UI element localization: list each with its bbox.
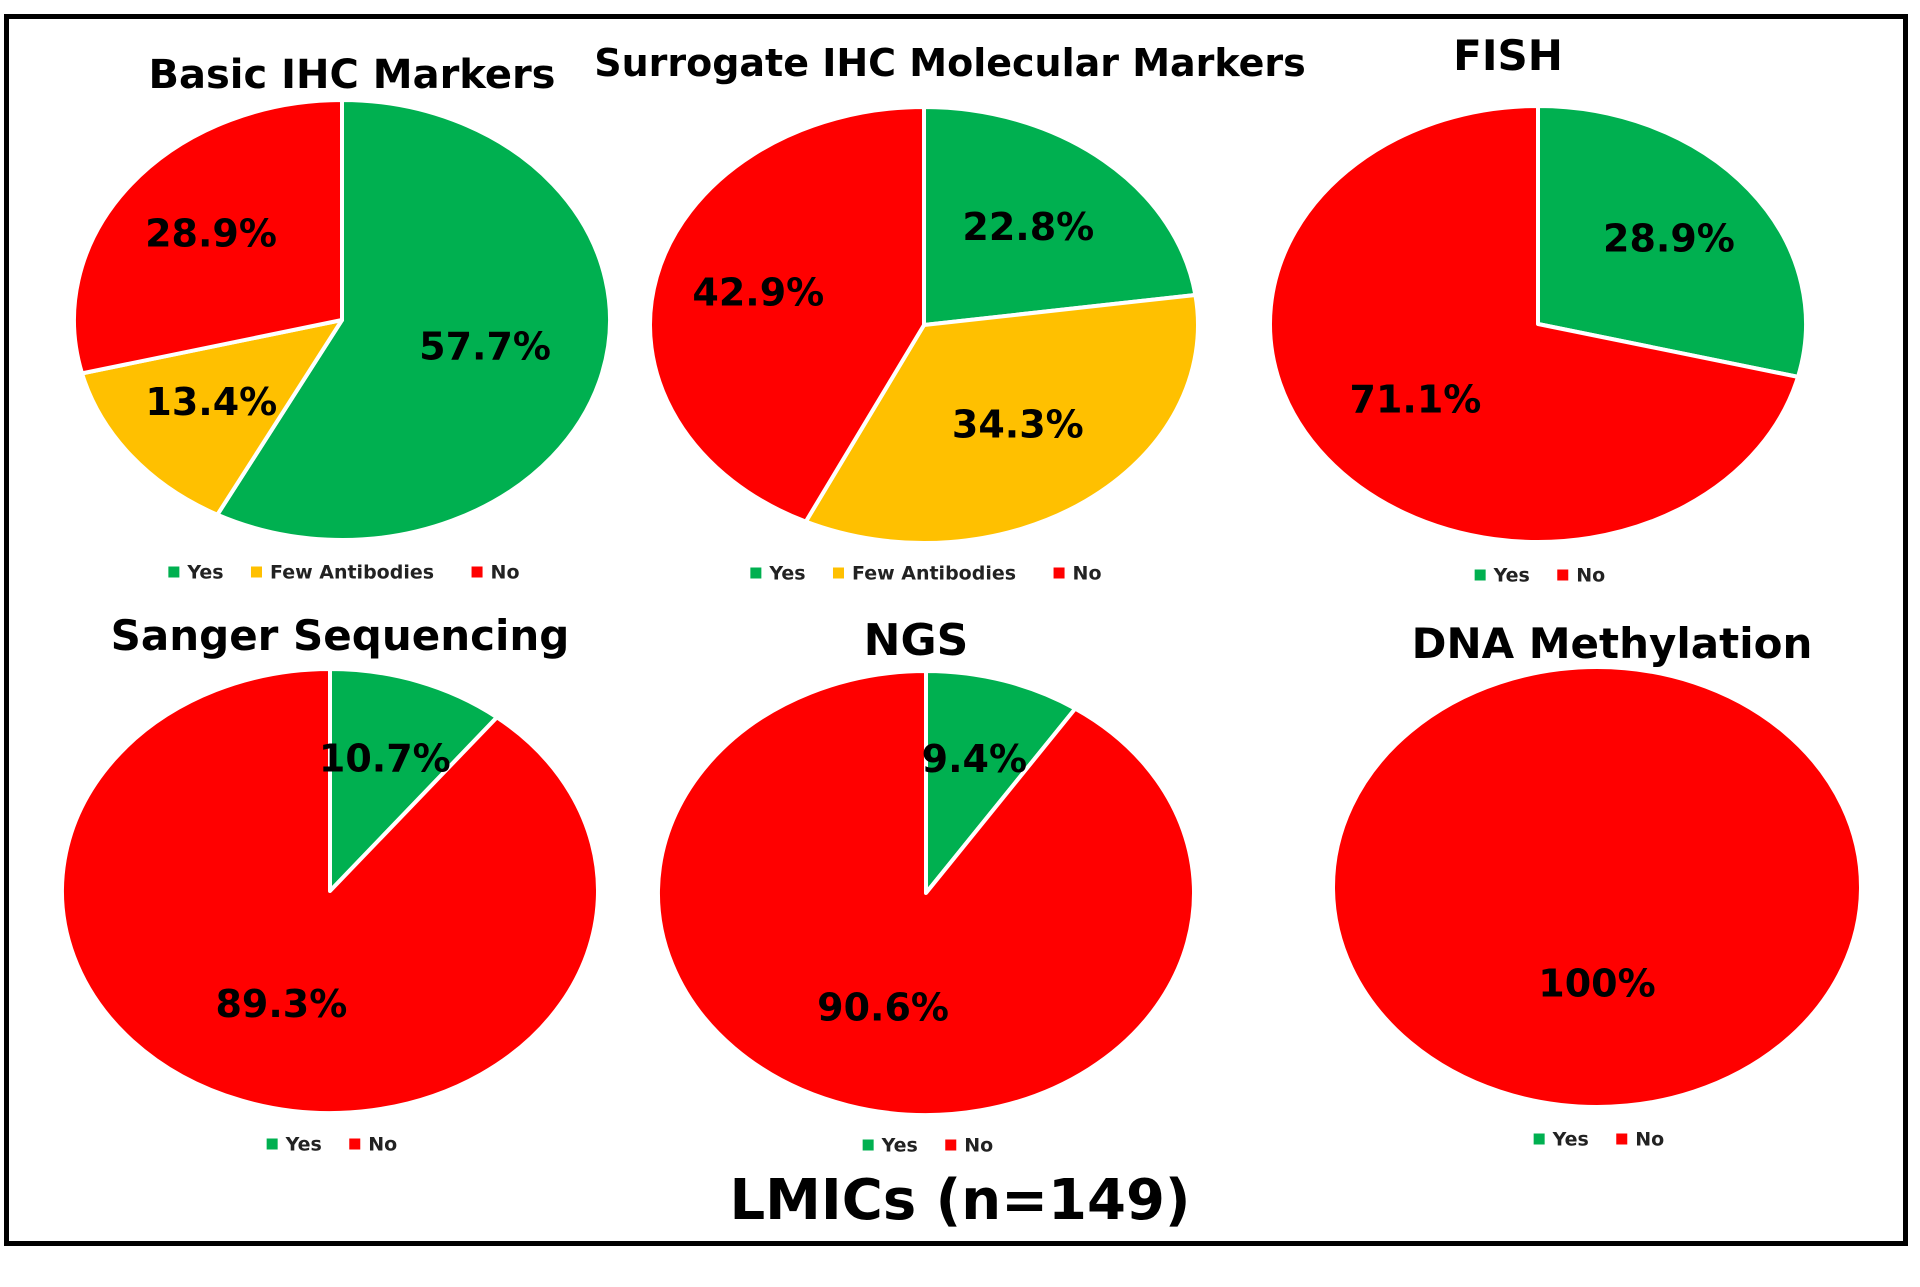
pie-slice-yes [922,105,1198,327]
legend-label-yes: Yes [285,1134,322,1156]
legend-swatch-yes [750,567,762,579]
chart-title: Sanger Sequencing [111,611,570,660]
pie-slice-yes [215,98,612,542]
pie-chart-basic-ihc-markers: 57.7% 13.4% 28.9% Basic IHC Markers Yes Few A… [72,52,612,584]
pie-slice-no [72,98,344,376]
legend-label-yes: Yes [881,1135,918,1157]
data-label-no: 71.1% [1350,377,1482,421]
legend-label-yes: Yes [768,563,805,585]
chart-title: Basic IHC Markers [149,52,556,98]
data-label-few-antibodies: 13.4% [145,380,277,424]
legend-label-yes: Yes [1493,565,1530,587]
data-label-no: 28.9% [145,212,277,256]
legend: Yes No [1474,565,1605,587]
legend-label-yes: Yes [186,562,223,584]
chart-title: DNA Methylation [1412,619,1813,668]
legend-swatch-few-antibodies [832,567,844,579]
data-label-yes: 10.7% [319,737,451,781]
pie-slice-few-antibodies [803,292,1200,545]
legend-label-no: No [964,1135,993,1157]
legend-swatch-no [1616,1133,1628,1145]
pie-chart-fish: 28.9% 71.1% FISH Yes No [1267,31,1808,587]
pie-slice-few-antibodies [80,318,344,517]
legend-swatch-no [1557,569,1569,581]
chart-title: Surrogate IHC Molecular Markers [594,41,1306,85]
figure-frame [4,14,1908,1246]
pie-slice-no [1267,104,1800,544]
pie-chart-dna-methylation: 100% DNA Methylation Yes No [1331,619,1863,1151]
data-label-no: 90.6% [817,985,949,1029]
pie-slice-yes [1536,104,1808,379]
data-label-yes: 22.8% [962,205,1094,249]
legend: Yes Few Antibodies No [750,563,1102,585]
data-label-yes: 9.4% [922,737,1027,781]
data-label-yes: 57.7% [419,324,551,368]
legend-label-no: No [491,562,520,584]
pie-slice-yes [924,669,1078,895]
legend: Yes No [1533,1129,1664,1151]
pie-chart-sanger-sequencing: 10.7% 89.3% Sanger Sequencing Yes No [60,611,600,1156]
legend-swatch-yes [862,1139,874,1151]
legend-swatch-few-antibodies [250,566,262,578]
pie-slice-yes [328,667,499,893]
legend: Yes No [862,1135,993,1157]
legend: Yes Few Antibodies No [168,562,520,584]
legend-label-no: No [1635,1129,1664,1151]
pie-slice-no [1331,665,1863,1109]
legend-label-no: No [1073,563,1102,585]
legend-swatch-yes [266,1138,278,1150]
legend-swatch-yes [1533,1133,1545,1145]
legend-label-few-antibodies: Few Antibodies [270,562,434,584]
pie-slice-no [60,667,600,1115]
data-label-no: 89.3% [215,982,347,1026]
legend-label-few-antibodies: Few Antibodies [852,563,1016,585]
legend-swatch-no [945,1139,957,1151]
legend-label-yes: Yes [1552,1129,1589,1151]
data-label-few-antibodies: 34.3% [952,403,1084,447]
legend-label-no: No [1576,565,1605,587]
data-label-yes: 28.9% [1603,216,1735,260]
legend-label-no: No [368,1134,397,1156]
chart-title: NGS [864,615,969,666]
data-label-no: 100% [1538,962,1655,1006]
pie-chart-ngs: 9.4% 90.6% NGS Yes No [656,615,1196,1157]
figure-caption: LMICs (n=149) [729,1168,1191,1233]
legend-swatch-no [1053,567,1065,579]
legend: Yes No [266,1134,397,1156]
pie-slice-no [648,105,926,524]
chart-title: FISH [1453,31,1563,80]
legend-swatch-no [471,566,483,578]
legend-swatch-yes [168,566,180,578]
pie-chart-surrogate-ihc-molecular-markers: 22.8% 34.3% 42.9% Surrogate IHC Molecular M… [594,41,1306,585]
pie-slice-no [656,669,1196,1117]
legend-swatch-no [349,1138,361,1150]
data-label-no: 42.9% [692,271,824,315]
legend-swatch-yes [1474,569,1486,581]
